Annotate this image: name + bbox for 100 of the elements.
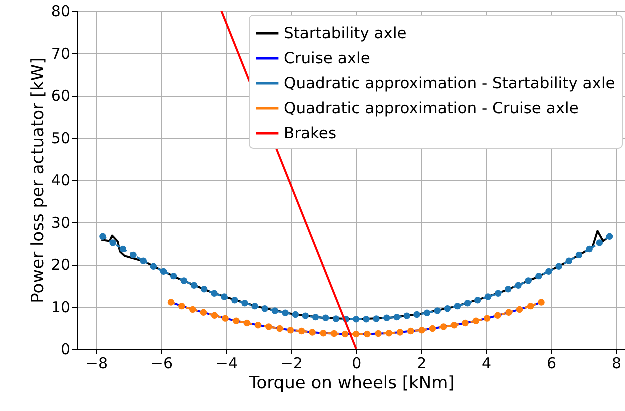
point [150,263,158,270]
point [222,315,229,322]
point [254,322,262,329]
point [556,263,562,270]
point [429,325,436,332]
x-tick-label: 6 [547,354,557,372]
point [262,306,268,312]
point [266,324,272,330]
point [484,294,492,300]
point [424,310,431,316]
point [330,330,338,338]
point [525,278,532,284]
point [505,286,512,293]
x-tick-label: 2 [417,354,427,372]
point [130,252,137,259]
point [211,312,218,319]
point [515,282,522,289]
point [394,314,400,321]
point [332,316,340,322]
x-axis-title: Torque on wheels [kNm] [248,374,455,394]
point [375,330,382,338]
point [298,328,306,335]
point [309,329,316,336]
x-tick-label: 0 [352,354,362,372]
point [320,330,327,337]
point [276,325,284,332]
point [506,309,512,316]
point [516,306,524,314]
point [363,316,370,323]
point [353,330,360,338]
point [484,315,491,322]
point [386,330,393,337]
point [364,330,371,338]
point [120,246,126,253]
point [576,252,583,259]
y-tick-label: 40 [51,172,70,190]
y-tick-label: 80 [51,2,70,20]
point [242,300,248,307]
y-tick-label: 30 [51,214,70,232]
legend-label: Brakes [284,124,337,142]
point [384,314,390,322]
point [474,297,482,304]
x-tick-label: −8 [86,354,108,372]
point [454,302,462,310]
point [232,297,238,304]
point [494,312,502,319]
x-tick-label: −2 [280,354,303,372]
point [606,233,614,240]
legend-label: Cruise axle [284,50,370,68]
point [190,282,198,289]
point [536,272,542,280]
point [566,258,573,264]
x-tick-label: −4 [216,354,238,372]
point [252,302,258,310]
x-tick-label: 8 [612,354,622,372]
x-tick-label: −6 [150,354,174,372]
x-tick-label: 4 [482,354,492,372]
point [287,327,294,334]
point [180,278,188,284]
point [538,299,545,306]
point [322,314,330,322]
point [546,268,552,276]
point [596,240,604,246]
point [342,330,349,338]
point [190,306,196,314]
point [444,306,452,312]
point [440,324,448,330]
point [373,316,380,322]
point [418,327,426,334]
point [200,286,208,293]
point [178,302,186,310]
y-tick-label: 20 [51,256,70,274]
point [200,309,208,316]
point [282,310,289,316]
legend-label: Quadratic approximation - Startability axle [284,74,616,92]
point [272,308,279,314]
point [211,290,218,297]
y-tick-label: 50 [51,129,70,148]
point [451,322,458,329]
point [472,318,480,324]
point [494,290,502,297]
point [160,268,168,276]
point [404,312,410,320]
legend-label: Quadratic approximation - Cruise axle [284,100,579,118]
point [244,320,251,327]
legend-label: Startability axle [284,24,407,42]
y-tick-label: 60 [51,87,70,105]
point [168,299,175,306]
point [233,318,240,324]
point [100,233,106,240]
point [408,328,414,335]
y-tick-label: 10 [51,298,70,316]
point [527,302,534,310]
point [414,311,420,318]
point [221,294,228,300]
point [396,329,404,336]
point [353,316,360,323]
point [586,246,593,253]
y-tick-label: 70 [51,44,70,63]
point [140,258,147,264]
